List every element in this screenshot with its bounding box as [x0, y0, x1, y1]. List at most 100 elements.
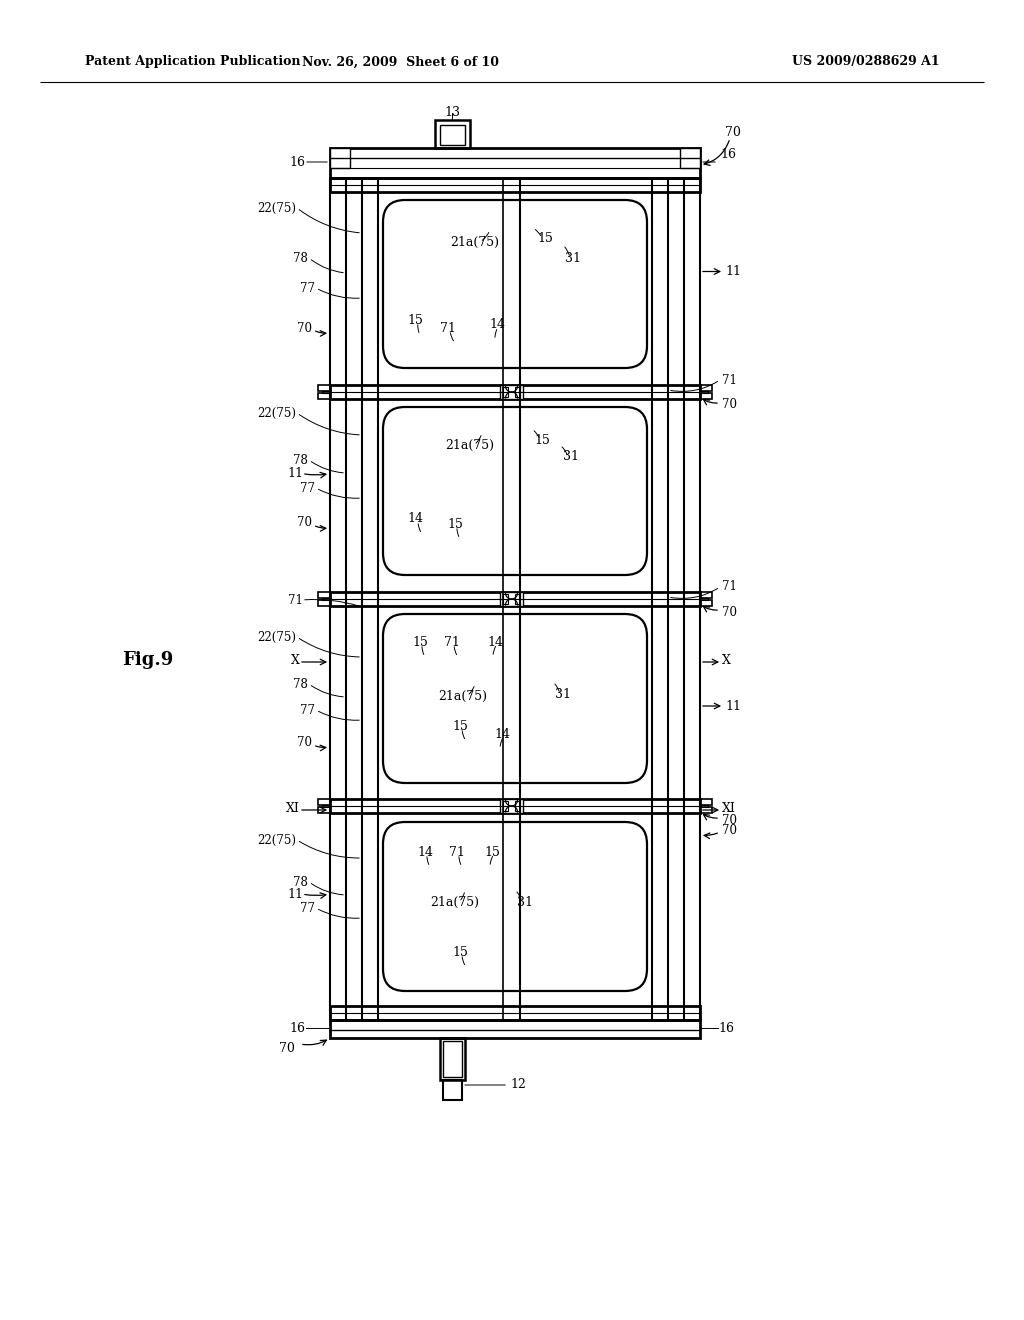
Bar	[322, 598, 330, 601]
Text: 11: 11	[287, 467, 303, 480]
Text: 15: 15	[408, 314, 423, 326]
Text: XI: XI	[722, 801, 736, 814]
Text: 70: 70	[297, 322, 312, 334]
Bar	[440, 125, 465, 145]
Bar	[322, 391, 330, 393]
Bar	[435, 120, 470, 148]
Bar	[700, 385, 712, 391]
Text: 71: 71	[722, 374, 737, 387]
Bar	[700, 598, 708, 601]
Text: 15: 15	[452, 945, 468, 958]
Bar	[500, 799, 523, 813]
Bar	[503, 801, 508, 810]
Bar	[700, 807, 712, 813]
Text: 14: 14	[494, 727, 510, 741]
Bar	[318, 807, 330, 813]
Text: 78: 78	[293, 677, 308, 690]
Bar	[318, 385, 330, 391]
Text: 21a(75): 21a(75)	[451, 235, 500, 248]
Text: 70: 70	[280, 1041, 295, 1055]
Bar	[443, 1080, 462, 1100]
Bar	[318, 601, 330, 606]
Bar	[318, 799, 330, 805]
Bar	[330, 385, 700, 399]
Text: 31: 31	[565, 252, 581, 264]
Bar	[330, 1006, 700, 1020]
Text: 15: 15	[484, 846, 500, 858]
Text: 15: 15	[452, 719, 468, 733]
Text: 70: 70	[725, 127, 741, 140]
Text: 71: 71	[444, 635, 460, 648]
Text: Nov. 26, 2009  Sheet 6 of 10: Nov. 26, 2009 Sheet 6 of 10	[301, 55, 499, 69]
Text: 77: 77	[300, 281, 315, 294]
Text: 12: 12	[510, 1078, 526, 1092]
Text: 71: 71	[722, 581, 737, 594]
Text: 22(75): 22(75)	[257, 631, 296, 644]
Text: 16: 16	[289, 1022, 305, 1035]
Bar	[700, 601, 712, 606]
Bar	[330, 1020, 700, 1038]
Text: 11: 11	[287, 887, 303, 900]
Bar	[330, 148, 350, 168]
Text: 70: 70	[722, 813, 737, 826]
Text: 21a(75): 21a(75)	[430, 895, 479, 908]
Text: 15: 15	[537, 231, 553, 244]
Text: 22(75): 22(75)	[257, 833, 296, 846]
Text: 70: 70	[722, 399, 737, 412]
Bar	[700, 393, 712, 399]
Bar	[322, 805, 330, 807]
Bar	[330, 591, 700, 606]
Bar	[500, 385, 523, 399]
Bar	[330, 178, 700, 191]
Bar	[515, 801, 520, 810]
Text: 14: 14	[407, 512, 423, 525]
Text: Fig.9: Fig.9	[123, 651, 174, 669]
Text: 16: 16	[720, 149, 736, 161]
Text: 21a(75): 21a(75)	[438, 689, 487, 702]
Bar	[503, 387, 508, 397]
Text: 11: 11	[725, 265, 741, 279]
Text: 14: 14	[487, 635, 503, 648]
Text: 77: 77	[300, 902, 315, 915]
Bar	[700, 591, 712, 598]
Text: 21a(75): 21a(75)	[445, 438, 495, 451]
Text: 78: 78	[293, 454, 308, 466]
Bar	[318, 591, 330, 598]
Bar	[503, 594, 508, 605]
Text: 31: 31	[517, 895, 534, 908]
Text: 78: 78	[293, 252, 308, 264]
Bar	[318, 393, 330, 399]
Text: 15: 15	[412, 635, 428, 648]
Text: 15: 15	[447, 517, 463, 531]
Bar	[330, 148, 700, 178]
Text: 31: 31	[563, 450, 579, 463]
Text: 13: 13	[444, 107, 460, 120]
Text: 15: 15	[535, 433, 550, 446]
Text: 71: 71	[288, 594, 303, 606]
Text: X: X	[291, 653, 300, 667]
Text: 70: 70	[722, 824, 737, 837]
Text: 70: 70	[297, 735, 312, 748]
Bar	[700, 391, 708, 393]
Text: 14: 14	[489, 318, 505, 331]
Text: 70: 70	[722, 606, 737, 619]
Text: US 2009/0288629 A1: US 2009/0288629 A1	[793, 55, 940, 69]
Text: 77: 77	[300, 482, 315, 495]
Text: 71: 71	[440, 322, 456, 334]
Text: 71: 71	[450, 846, 465, 858]
Text: 70: 70	[297, 516, 312, 529]
Bar	[700, 799, 712, 805]
Text: XI: XI	[286, 801, 300, 814]
Text: 16: 16	[718, 1022, 734, 1035]
Bar	[330, 799, 700, 813]
Text: 31: 31	[555, 688, 571, 701]
Text: 22(75): 22(75)	[257, 407, 296, 420]
Text: Patent Application Publication: Patent Application Publication	[85, 55, 300, 69]
Bar	[515, 387, 520, 397]
Text: 22(75): 22(75)	[257, 202, 296, 214]
Bar	[680, 148, 700, 168]
Bar	[700, 805, 708, 807]
Bar	[440, 1038, 465, 1080]
Bar	[443, 1041, 462, 1077]
Bar	[500, 591, 523, 606]
